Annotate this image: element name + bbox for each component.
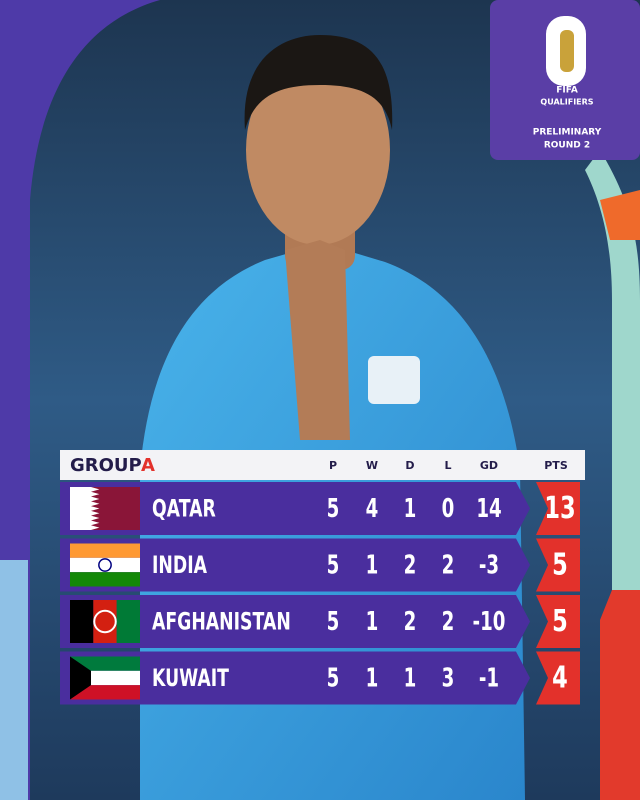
row-bar xyxy=(60,482,530,535)
flag-part xyxy=(70,557,140,573)
row-bar xyxy=(60,595,530,648)
flag-part xyxy=(70,487,91,530)
flag-part xyxy=(70,685,140,700)
player-face xyxy=(246,55,390,245)
stat-value: 0 xyxy=(442,494,455,524)
badge-trophy xyxy=(560,30,574,72)
flag-part xyxy=(116,600,140,643)
flag xyxy=(70,656,140,700)
stat-value: 2 xyxy=(404,607,417,637)
table-row: INDIA 5 1 2 2 -3 5 xyxy=(60,538,580,592)
stat-value: 5 xyxy=(327,607,340,637)
flag xyxy=(70,543,140,587)
player-hands xyxy=(285,240,350,440)
points-value: 4 xyxy=(552,660,568,695)
row-bar xyxy=(60,538,530,592)
column-header: D xyxy=(405,459,414,472)
jersey-crest xyxy=(368,356,420,404)
table-header xyxy=(60,450,585,480)
row-bar xyxy=(60,651,530,705)
badge-subtitle: QUALIFIERS xyxy=(540,98,593,107)
table-title: GROUP xyxy=(70,455,142,476)
stat-value: 3 xyxy=(442,663,455,693)
points-box xyxy=(536,482,580,535)
badge-brand: FIFA xyxy=(556,86,578,96)
flag-part xyxy=(70,543,140,558)
frame-orange xyxy=(600,190,640,240)
team-name: INDIA xyxy=(152,551,208,579)
flag-part xyxy=(70,572,140,587)
stat-value: 5 xyxy=(327,663,340,693)
flag-part xyxy=(70,656,140,671)
table-row: QATAR 5 4 1 0 14 13 xyxy=(60,482,580,535)
flag-part xyxy=(93,609,117,634)
points-box xyxy=(536,595,580,648)
flag-part xyxy=(98,558,112,572)
frame-red xyxy=(600,590,640,800)
flag-part xyxy=(93,600,117,643)
table-row: AFGHANISTAN 5 1 2 2 -10 5 xyxy=(60,595,580,648)
flag xyxy=(70,487,140,530)
column-header: PTS xyxy=(544,459,568,472)
stat-value: 2 xyxy=(442,550,455,580)
points-value: 5 xyxy=(552,547,568,582)
stat-value: -1 xyxy=(479,663,499,693)
table-group: A xyxy=(141,455,155,476)
flag-part xyxy=(70,600,94,643)
points-box xyxy=(536,651,580,705)
badge-stage: PRELIMINARY xyxy=(533,128,602,138)
stat-value: 5 xyxy=(327,550,340,580)
stat-value: 1 xyxy=(404,663,417,693)
player-hair xyxy=(244,35,393,130)
points-box xyxy=(536,538,580,592)
points-value: 13 xyxy=(544,491,575,526)
team-name: QATAR xyxy=(152,495,216,523)
stat-value: -10 xyxy=(473,607,506,637)
flag-part xyxy=(70,656,91,700)
stat-value: 4 xyxy=(366,494,379,524)
stat-value: 2 xyxy=(404,550,417,580)
column-header: GD xyxy=(480,459,498,472)
stat-value: 1 xyxy=(404,494,417,524)
stat-value: -3 xyxy=(479,550,499,580)
column-header: P xyxy=(329,459,337,472)
points-value: 5 xyxy=(552,604,568,639)
badge-stage: ROUND 2 xyxy=(544,141,590,151)
flag xyxy=(70,600,140,643)
stat-value: 2 xyxy=(442,607,455,637)
stat-value: 1 xyxy=(366,663,379,693)
team-name: AFGHANISTAN xyxy=(152,608,291,636)
flag-part xyxy=(91,487,100,530)
stat-value: 1 xyxy=(366,607,379,637)
stat-value: 5 xyxy=(327,494,340,524)
stat-value: 14 xyxy=(476,494,501,524)
frame-left-light xyxy=(0,560,28,800)
column-header: W xyxy=(366,459,378,472)
team-name: KUWAIT xyxy=(152,664,230,692)
stat-value: 1 xyxy=(366,550,379,580)
column-header: L xyxy=(444,459,451,472)
table-row: KUWAIT 5 1 1 3 -1 4 xyxy=(60,651,580,705)
